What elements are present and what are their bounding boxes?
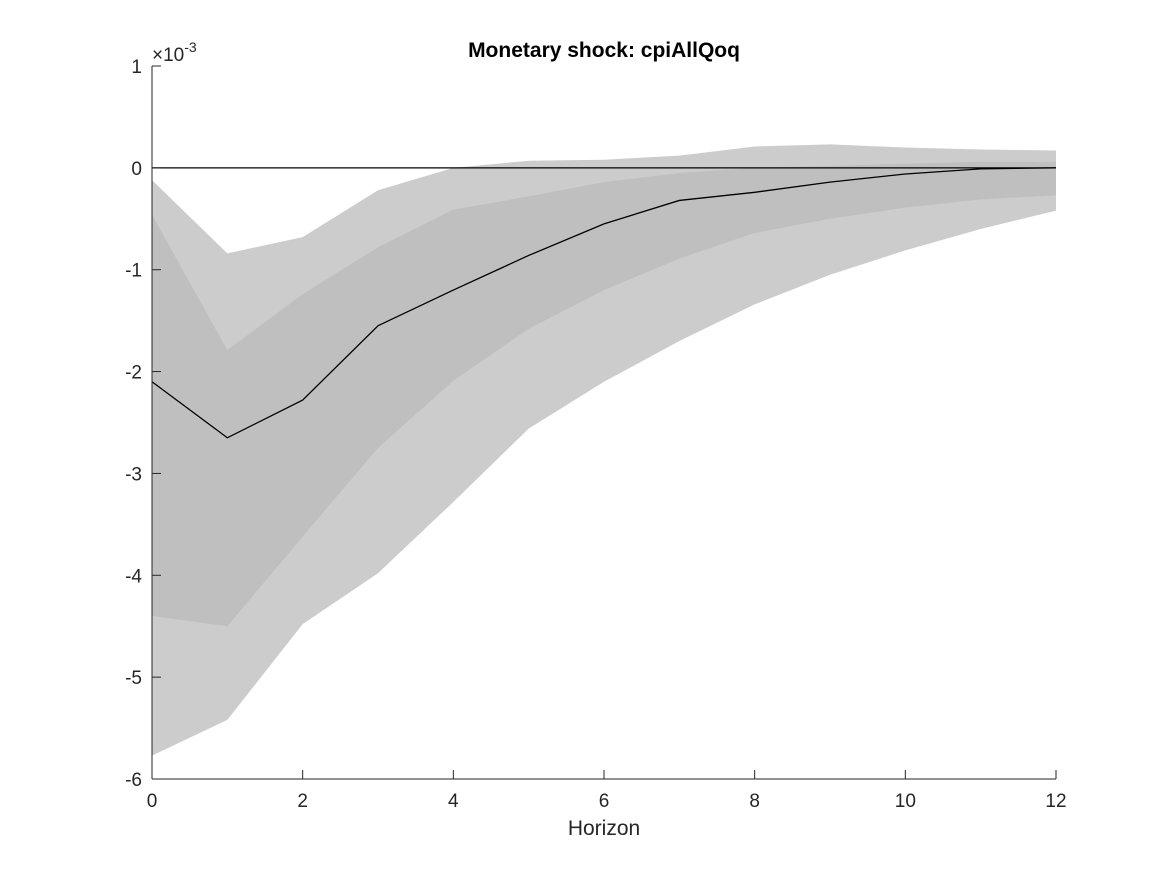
- confidence-bands: [152, 144, 1056, 756]
- x-tick-label: 12: [1045, 791, 1066, 812]
- y-axis-ticks: 1 0 -1 -2 -3 -4 -5 -6: [125, 57, 161, 791]
- chart-title: Monetary shock: cpiAllQoq: [468, 39, 740, 62]
- x-tick-label: 8: [749, 791, 760, 812]
- x-tick-label: 6: [599, 791, 610, 812]
- y-tick-label: 0: [131, 159, 142, 180]
- y-tick-label: -4: [125, 566, 142, 587]
- scale-exponent-base: ×10: [152, 45, 184, 66]
- scale-exponent-power: -3: [184, 39, 197, 55]
- band-1: [152, 161, 1056, 627]
- y-tick-label: 1: [131, 57, 142, 78]
- y-tick-label: -1: [125, 261, 142, 282]
- impulse-response-line: [151, 167, 1057, 439]
- y-tick-label: -6: [125, 770, 142, 791]
- y-tick-label: -5: [125, 668, 142, 689]
- scale-exponent: ×10-3: [152, 39, 197, 66]
- x-tick-label: 4: [448, 791, 459, 812]
- x-tick-label: 10: [895, 791, 916, 812]
- x-axis-label: Horizon: [568, 817, 640, 840]
- x-axis-ticks: 0 2 4 6 8 10 12: [147, 770, 1067, 812]
- y-tick-label: -2: [125, 363, 142, 384]
- y-tick-label: -3: [125, 464, 142, 485]
- x-tick-label: 0: [147, 791, 158, 812]
- x-tick-label: 2: [297, 791, 308, 812]
